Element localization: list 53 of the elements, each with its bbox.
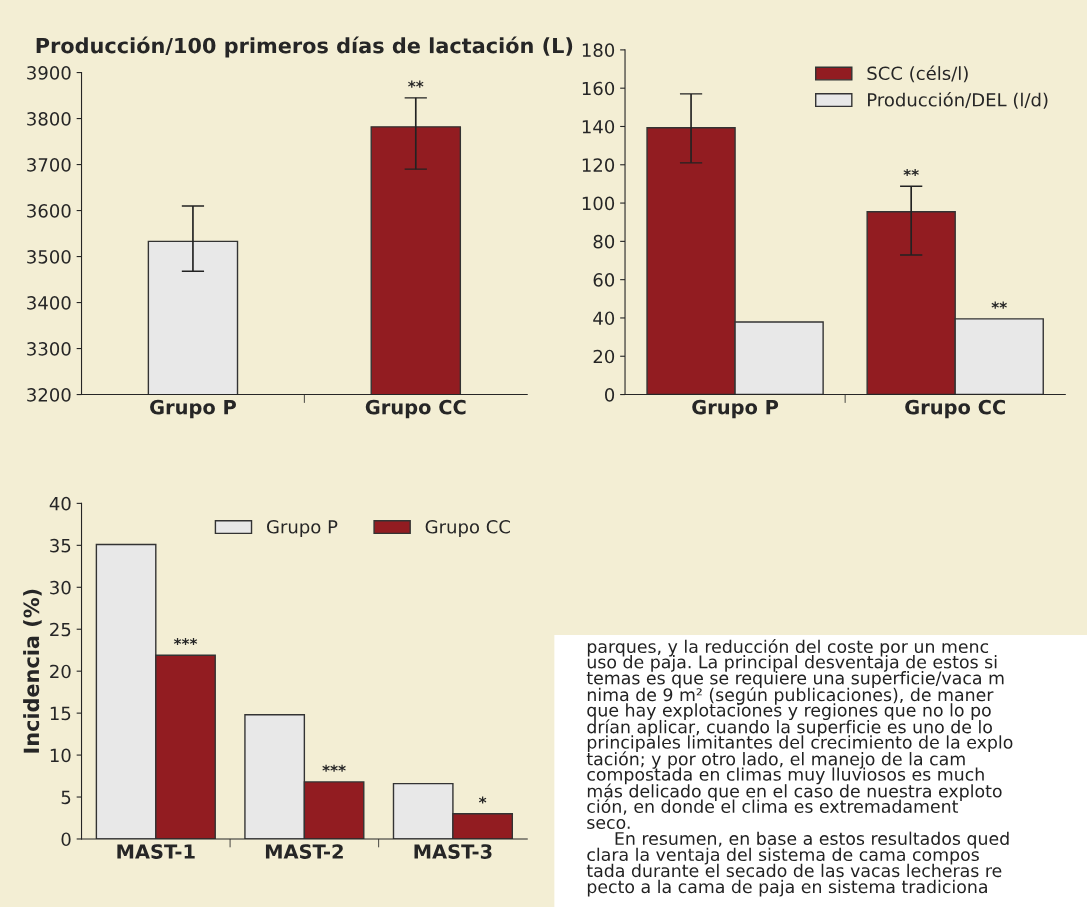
y-tick-label: 3800 — [27, 112, 71, 126]
y-tick-label: 10 — [50, 748, 71, 763]
text: compostada en climas muy lluviosos es much — [587, 767, 984, 785]
y-tick-label: 0 — [61, 832, 71, 847]
y-tick-label: 180 — [582, 43, 615, 57]
x-tick-label: MAST-2 — [265, 844, 343, 859]
legend-label: SCC (céls/l) — [867, 65, 968, 83]
x-tick-label: Grupo CC — [365, 399, 466, 419]
y-tick-label: 35 — [50, 538, 71, 553]
annotation: * — [478, 796, 487, 804]
y-tick-label: 80 — [593, 234, 615, 249]
y-tick-label: 25 — [50, 622, 71, 637]
y-tick-label: 160 — [582, 81, 615, 96]
y-tick-label: 100 — [582, 196, 615, 211]
data-label: ** — [903, 168, 919, 177]
x-tick-label: MAST-1 — [117, 844, 195, 859]
y-tick-label: 120 — [582, 158, 615, 172]
text: principales limitantes del crecimiento de la explo — [587, 735, 1013, 753]
legend-label: Producción/DEL (l/d) — [868, 91, 1048, 109]
y-tick-label: 20 — [50, 664, 71, 679]
y-tick-label: 3900 — [27, 66, 71, 80]
y-tick-label: 60 — [593, 273, 615, 287]
y-tick-label: 20 — [593, 349, 615, 364]
y-tick-label: 15 — [50, 706, 71, 721]
legend-label: Grupo P — [266, 519, 338, 538]
annotation: *** — [173, 637, 198, 646]
y-tick-label: 140 — [582, 119, 615, 134]
y-tick-label: 3300 — [27, 342, 71, 356]
legend-label: Grupo CC — [425, 519, 510, 538]
y-tick-label: 3500 — [27, 250, 71, 264]
data-label: ** — [991, 301, 1007, 309]
y-tick-label: 30 — [50, 580, 71, 595]
y-tick-label: 40 — [593, 311, 615, 326]
y-tick-label: 0 — [605, 388, 615, 402]
annotation: ** — [408, 80, 424, 88]
y-axis-title: Incidencia (%) — [23, 589, 42, 753]
x-tick-label: MAST-3 — [414, 844, 492, 859]
text: pecto a la cama de paja en sistema tradiciona — [587, 879, 987, 897]
text: tada durante el secado de las vacas lecheras re — [586, 863, 1002, 878]
y-tick-label: 3600 — [27, 204, 71, 218]
text: seco. — [587, 819, 630, 830]
y-tick-label: 5 — [61, 790, 71, 805]
y-tick-label: 3700 — [27, 158, 71, 172]
text: que hay explotaciones y regiones que no lo po — [587, 703, 991, 720]
x-tick-label: Grupo P — [150, 399, 236, 419]
x-tick-label: Grupo P — [692, 399, 779, 419]
y-tick-label: 40 — [49, 496, 71, 511]
chart-title: Producción/100 primeros días de lactación (L) — [36, 36, 573, 58]
y-tick-label: 3200 — [27, 388, 71, 402]
text: temas es que se requiere una superficie/vaca m — [586, 671, 1004, 688]
x-tick-label: Grupo CC — [905, 399, 1005, 419]
annotation: *** — [322, 764, 346, 772]
y-tick-label: 3400 — [27, 296, 71, 310]
